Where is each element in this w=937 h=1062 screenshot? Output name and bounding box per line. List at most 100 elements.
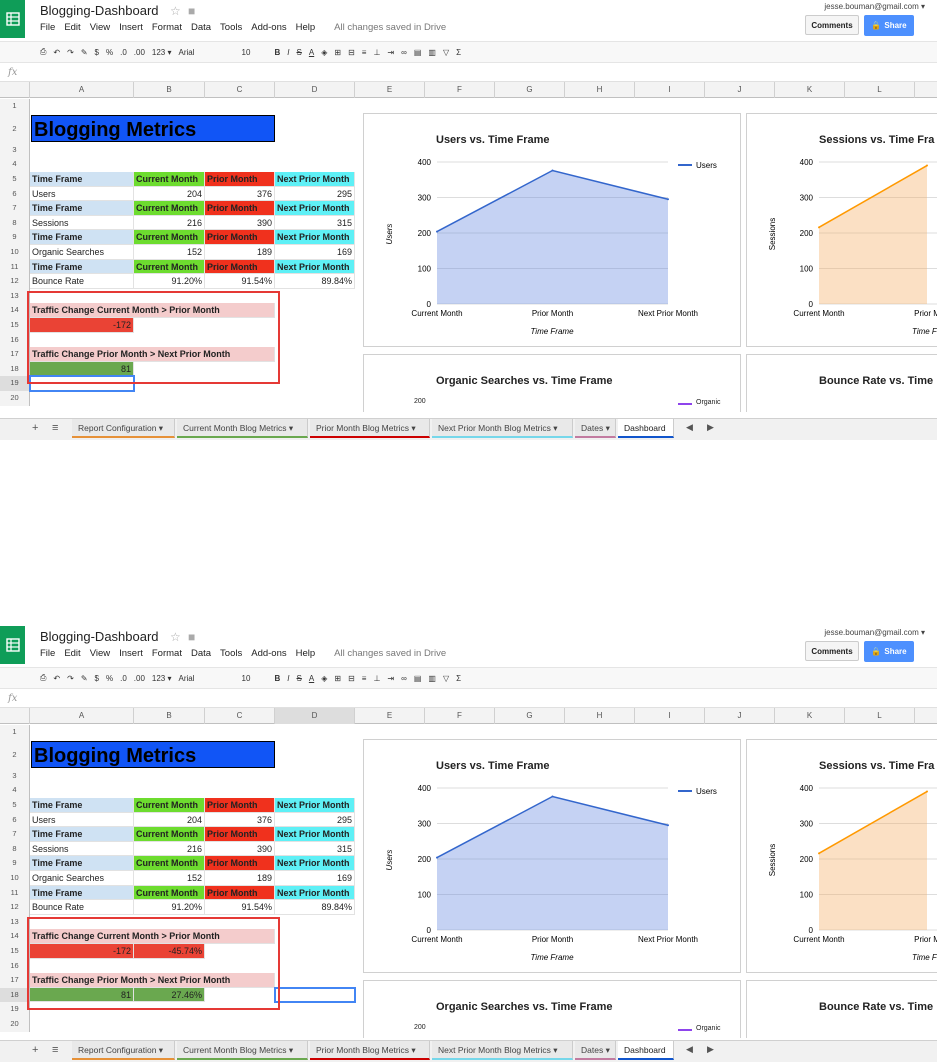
metric-label[interactable]: Bounce Rate	[30, 900, 134, 915]
paint-format-icon[interactable]: ✎	[80, 673, 88, 683]
time-frame-header[interactable]: Time Frame	[30, 230, 134, 245]
metric-prior-month[interactable]: 376	[205, 186, 275, 202]
font-select[interactable]: Arial	[178, 47, 195, 57]
more-formats-button[interactable]: 123 ▾	[151, 673, 172, 683]
sheet-tab[interactable]: Dates ▾	[575, 1041, 616, 1060]
row-header[interactable]: 1	[0, 725, 30, 740]
traffic-change-2-label[interactable]: Traffic Change Prior Month > Next Prior …	[30, 347, 275, 362]
row-header[interactable]: 18	[0, 361, 30, 377]
menu-item-format[interactable]: Format	[151, 648, 182, 659]
users-chart[interactable]: Users vs. Time Frame 0 100 200 300 400 Curren…	[363, 739, 741, 973]
menu-item-insert[interactable]: Insert	[119, 22, 143, 33]
prior-month-header[interactable]: Prior Month	[205, 230, 275, 245]
row-header[interactable]: 17	[0, 347, 30, 362]
next-prior-month-header[interactable]: Next Prior Month	[275, 885, 355, 901]
row-header[interactable]: 9	[0, 856, 30, 871]
row-header[interactable]: 16	[0, 332, 30, 348]
prior-month-header[interactable]: Prior Month	[205, 172, 275, 187]
sheet-tab[interactable]: Next Prior Month Blog Metrics ▾	[432, 1041, 573, 1060]
comments-button[interactable]: Comments	[805, 641, 859, 661]
filter-icon[interactable]: ▽	[442, 673, 450, 683]
increase-decimal-button[interactable]: .00	[133, 47, 145, 57]
undo-icon[interactable]: ↶	[53, 47, 61, 57]
row-header[interactable]: 5	[0, 172, 30, 187]
redo-icon[interactable]: ↷	[67, 673, 74, 683]
selected-cell[interactable]	[274, 986, 356, 1004]
sessions-chart[interactable]: Sessions vs. Time Fra 0 100 200 300 400 Curre…	[746, 113, 937, 347]
metric-label[interactable]: Users	[30, 186, 134, 202]
scroll-right-icon[interactable]: ▶	[707, 1044, 714, 1054]
sheet-tab[interactable]: Report Configuration ▾	[72, 419, 175, 438]
italic-button[interactable]: I	[287, 47, 290, 57]
row-header[interactable]: 7	[0, 827, 30, 842]
column-header[interactable]: F	[425, 708, 495, 724]
metric-prior-month[interactable]: 390	[205, 215, 275, 231]
all-sheets-icon[interactable]: ≡	[52, 1044, 59, 1056]
sheet-tab[interactable]: Prior Month Blog Metrics ▾	[310, 1041, 430, 1060]
column-header[interactable]: I	[635, 82, 705, 98]
column-header[interactable]: G	[495, 82, 565, 98]
merge-icon[interactable]: ⊟	[348, 673, 355, 683]
share-button[interactable]: 🔒 Share	[864, 641, 914, 662]
traffic-change-1-label[interactable]: Traffic Change Current Month > Prior Mon…	[30, 929, 275, 944]
prior-month-header[interactable]: Prior Month	[205, 856, 275, 871]
percent-button[interactable]: %	[105, 47, 114, 57]
row-header[interactable]: 16	[0, 958, 30, 974]
print-icon[interactable]: ⎙	[40, 47, 47, 56]
metric-label[interactable]: Users	[30, 812, 134, 828]
metric-prior-month[interactable]: 91.54%	[205, 900, 275, 915]
column-header[interactable]: A	[30, 708, 134, 724]
valign-icon[interactable]: ⊥	[373, 673, 381, 683]
organic-chart[interactable]: Organic Searches vs. Time Frame 200 Orga…	[363, 980, 741, 1038]
row-header[interactable]: 4	[0, 783, 30, 798]
sheet-tab[interactable]: Dates ▾	[575, 419, 616, 438]
prior-month-header[interactable]: Prior Month	[205, 885, 275, 901]
menu-item-file[interactable]: File	[40, 22, 56, 33]
row-header[interactable]: 8	[0, 841, 30, 857]
more-formats-button[interactable]: 123 ▾	[151, 47, 172, 57]
sheets-logo-icon[interactable]	[0, 626, 25, 664]
column-header[interactable]: J	[705, 708, 775, 724]
wrap-icon[interactable]: ⇥	[387, 47, 395, 57]
font-size-select[interactable]: 10	[241, 47, 251, 57]
metric-label[interactable]: Sessions	[30, 215, 134, 231]
star-icon[interactable]: ☆	[170, 630, 181, 644]
next-prior-month-header[interactable]: Next Prior Month	[275, 201, 355, 216]
wrap-icon[interactable]: ⇥	[387, 673, 395, 683]
print-icon[interactable]: ⎙	[40, 673, 47, 682]
undo-icon[interactable]: ↶	[53, 673, 61, 683]
row-header[interactable]: 5	[0, 798, 30, 813]
row-header[interactable]: 7	[0, 201, 30, 216]
time-frame-header[interactable]: Time Frame	[30, 172, 134, 187]
row-header[interactable]: 11	[0, 885, 30, 901]
metric-prior-month[interactable]: 376	[205, 812, 275, 828]
column-header[interactable]: H	[565, 708, 635, 724]
font-size-select[interactable]: 10	[241, 673, 251, 683]
time-frame-header[interactable]: Time Frame	[30, 259, 134, 275]
row-header[interactable]: 10	[0, 871, 30, 886]
column-header[interactable]: A	[30, 82, 134, 98]
menu-item-help[interactable]: Help	[295, 648, 316, 659]
folder-icon[interactable]: ■	[188, 4, 196, 18]
traffic-change-1-label[interactable]: Traffic Change Current Month > Prior Mon…	[30, 303, 275, 318]
row-header[interactable]: 13	[0, 914, 30, 930]
link-icon[interactable]: ∞	[401, 673, 407, 683]
paint-format-icon[interactable]: ✎	[80, 47, 88, 57]
bounce-chart[interactable]: Bounce Rate vs. Time	[746, 980, 937, 1038]
metric-label[interactable]: Sessions	[30, 841, 134, 857]
font-select[interactable]: Arial	[178, 673, 195, 683]
row-header[interactable]: 20	[0, 391, 30, 406]
column-header[interactable]: B	[134, 82, 205, 98]
next-prior-month-header[interactable]: Next Prior Month	[275, 827, 355, 842]
valign-icon[interactable]: ⊥	[373, 47, 381, 57]
currency-button[interactable]: $	[94, 47, 99, 57]
row-header[interactable]: 15	[0, 944, 30, 959]
sheets-logo-icon[interactable]	[0, 0, 25, 38]
row-header[interactable]: 2	[0, 739, 30, 769]
strikethrough-button[interactable]: S	[296, 673, 302, 683]
prior-month-header[interactable]: Prior Month	[205, 798, 275, 813]
menu-item-format[interactable]: Format	[151, 22, 182, 33]
column-header[interactable]: F	[425, 82, 495, 98]
metric-prior-month[interactable]: 189	[205, 245, 275, 260]
traffic-change-2-value[interactable]: 81	[30, 987, 134, 1003]
